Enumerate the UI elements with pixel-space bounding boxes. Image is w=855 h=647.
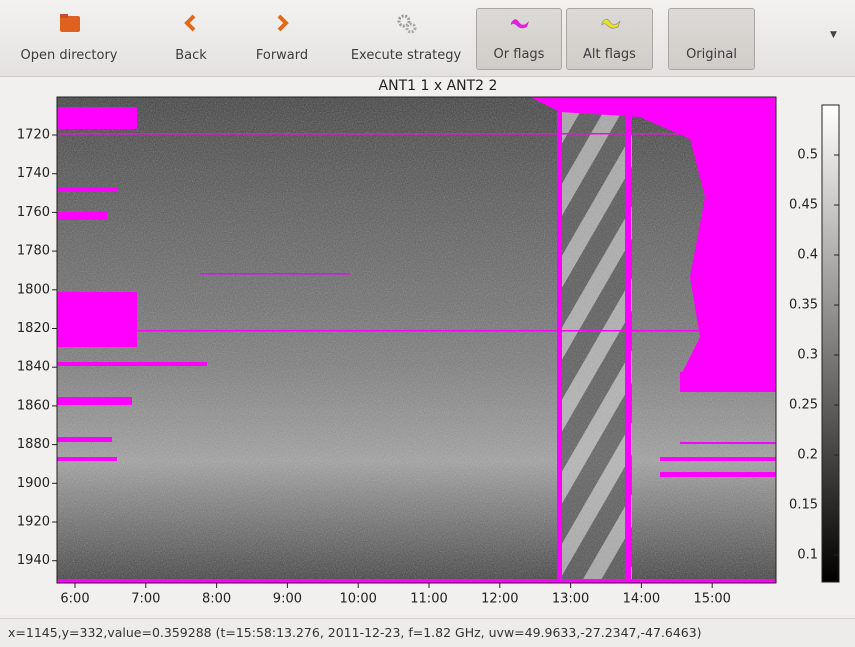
colorbar-tick-label: 0.25 (789, 398, 818, 413)
or-flags-icon (509, 14, 531, 32)
plot: ANT1 1 x ANT2 2 1720 1740 1760 1780 1800 1820… (0, 77, 855, 615)
plot-title: ANT1 1 x ANT2 2 (379, 78, 498, 94)
execute-strategy-button[interactable]: Execute strategy (340, 8, 472, 70)
or-flags-button[interactable]: Or flags (476, 8, 562, 70)
y-tick-label: 1940 (17, 553, 50, 568)
y-tick-label: 1780 (17, 244, 50, 259)
y-tick-label: 1820 (17, 321, 50, 336)
y-tick-label: 1760 (17, 205, 50, 220)
colorbar (822, 105, 839, 582)
button-label: Execute strategy (340, 48, 472, 63)
alt-flags-icon (600, 14, 622, 32)
y-tick-label: 1800 (17, 282, 50, 297)
button-label: Original (669, 47, 754, 62)
y-tick-label: 1880 (17, 437, 50, 452)
button-label: Alt flags (567, 47, 652, 62)
open-directory-button[interactable]: Open directory (8, 8, 130, 70)
colorbar-tick-label: 0.35 (789, 298, 818, 313)
back-button[interactable]: Back (160, 8, 222, 70)
x-tick-label: 14:00 (623, 592, 660, 607)
button-label: Or flags (477, 47, 561, 62)
x-tick-label: 7:00 (131, 592, 160, 607)
button-label: Back (160, 48, 222, 63)
x-tick-label: 15:00 (693, 592, 730, 607)
colorbar-tick-label: 0.5 (797, 148, 818, 163)
x-tick-label: 9:00 (273, 592, 302, 607)
x-tick-label: 13:00 (552, 592, 589, 607)
x-tick-label: 8:00 (202, 592, 231, 607)
toolbar: Open directory Back Forward Execute stra… (0, 0, 855, 77)
overflow-arrow[interactable]: ▼ (830, 30, 837, 40)
gears-icon (396, 13, 418, 35)
x-tick-label: 10:00 (339, 592, 376, 607)
y-tick-label: 1720 (17, 128, 50, 143)
heatmap (57, 97, 776, 583)
y-tick-label: 1860 (17, 398, 50, 413)
colorbar-tick-label: 0.1 (797, 548, 818, 563)
forward-button[interactable]: Forward (243, 8, 321, 70)
y-tick-label: 1920 (17, 515, 50, 530)
colorbar-tick-label: 0.45 (789, 198, 818, 213)
x-tick-label: 6:00 (60, 592, 89, 607)
x-tick-label: 12:00 (481, 592, 518, 607)
forward-icon (272, 13, 292, 33)
y-tick-label: 1740 (17, 166, 50, 181)
status-bar: x=1145,y=332,value=0.359288 (t=15:58:13.… (0, 618, 855, 646)
original-button[interactable]: Original (668, 8, 755, 70)
plot-area: ANT1 1 x ANT2 2 1720 1740 1760 1780 1800 1820… (0, 77, 855, 615)
button-label: Forward (243, 48, 321, 63)
y-tick-label: 1840 (17, 360, 50, 375)
colorbar-tick-label: 0.15 (789, 498, 818, 513)
y-tick-label: 1900 (17, 476, 50, 491)
back-icon (181, 13, 201, 33)
colorbar-tick-label: 0.2 (797, 448, 818, 463)
folder-icon (59, 13, 81, 33)
button-label: Open directory (8, 48, 130, 63)
x-tick-label: 11:00 (410, 592, 447, 607)
alt-flags-button[interactable]: Alt flags (566, 8, 653, 70)
app-window: Open directory Back Forward Execute stra… (0, 0, 855, 646)
colorbar-tick-label: 0.3 (797, 348, 818, 363)
colorbar-tick-label: 0.4 (797, 248, 818, 263)
